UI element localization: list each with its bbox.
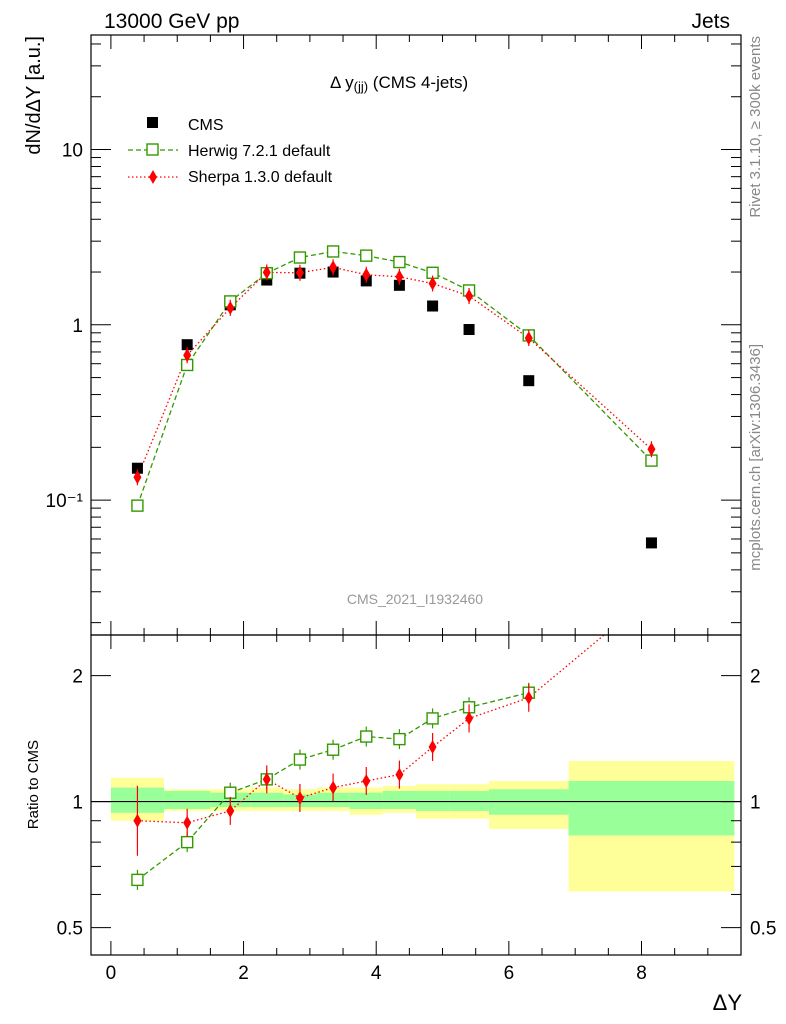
- x-tick-label: 6: [504, 963, 515, 984]
- ratio-sherpa-line: [137, 634, 605, 824]
- legend-herwig-label: Herwig 7.2.1 default: [188, 143, 331, 160]
- herwig-point: [326, 245, 340, 258]
- main-y-tick-label: 1: [72, 316, 83, 337]
- ratio-herwig-point: [180, 835, 194, 849]
- header-left: 13000 GeV pp: [104, 10, 239, 33]
- sherpa-point: [428, 276, 437, 291]
- ratio-y-tick-label-right: 0.5: [750, 919, 776, 940]
- herwig-point: [131, 499, 144, 512]
- ratio-y-tick-label-right: 1: [750, 793, 761, 814]
- x-tick-label: 0: [106, 963, 117, 984]
- cms-point: [131, 462, 143, 474]
- ratio-herwig-point: [393, 732, 406, 746]
- legend-sherpa-label: Sherpa 1.3.0 default: [188, 169, 333, 186]
- x-tick-label: 8: [636, 963, 647, 984]
- ratio-band-inner: [568, 780, 735, 836]
- ratio-series-group: [91, 634, 741, 890]
- axes-group: 0 2 4 6 8 10 1 10⁻¹ 2 2 1 1 0.5 0.5: [46, 34, 776, 984]
- sherpa-point: [329, 260, 338, 275]
- ratio-herwig-point: [326, 743, 340, 756]
- sherpa-point: [395, 269, 404, 284]
- ratio-sherpa-point: [133, 813, 142, 828]
- ratio-y-tick-label-left: 0.5: [57, 919, 83, 940]
- ratio-herwig-point: [293, 753, 307, 766]
- legend-cms-label: CMS: [188, 117, 224, 134]
- analysis-id: CMS_2021_I1932460: [347, 591, 483, 607]
- x-tick-label: 2: [238, 963, 249, 984]
- ratio-herwig-point: [360, 730, 373, 743]
- ratio-y-tick-label-left: 1: [72, 793, 83, 814]
- main-title: Δ y(jj) (CMS 4-jets): [330, 73, 468, 94]
- sherpa-point: [647, 442, 656, 457]
- x-tick-label: 4: [371, 963, 382, 984]
- legend-sherpa-marker: [149, 170, 157, 184]
- ratio-y-tick-label-left: 2: [72, 667, 83, 688]
- ratio-band-inner: [449, 790, 489, 811]
- cms-point: [427, 300, 439, 312]
- sherpa-point: [465, 288, 474, 303]
- sherpa-point: [362, 267, 371, 282]
- ratio-sherpa-point: [524, 690, 533, 705]
- cms-point: [181, 339, 193, 351]
- sherpa-line: [136, 266, 652, 478]
- rivet-label: Rivet 3.1.10, ≥ 300k events: [747, 36, 764, 218]
- herwig-point: [293, 251, 307, 264]
- herwig-line: [136, 250, 652, 506]
- ratio-sherpa-point: [262, 772, 271, 787]
- sherpa-point: [295, 265, 304, 280]
- ratio-sherpa-point: [329, 780, 338, 795]
- sherpa-point: [262, 265, 271, 280]
- ratio-herwig-point: [426, 712, 439, 725]
- ratio-sherpa-point: [295, 790, 304, 805]
- ratio-herwig-point: [131, 873, 144, 887]
- sherpa-point: [133, 470, 142, 485]
- herwig-point: [393, 255, 406, 269]
- ratio-sherpa-point: [183, 815, 192, 830]
- main-series-group: [131, 245, 658, 549]
- x-axis-title: ΔY: [713, 990, 743, 1015]
- cms-point: [645, 537, 657, 549]
- ratio-sherpa-point: [226, 803, 235, 818]
- header-right: Jets: [691, 10, 730, 33]
- main-y-tick-label: 10: [62, 141, 83, 162]
- sherpa-point: [226, 300, 235, 315]
- sherpa-point: [183, 348, 192, 363]
- ratio-herwig-point: [224, 786, 237, 799]
- ratio-band-inner: [349, 792, 383, 809]
- herwig-point: [360, 249, 373, 262]
- ratio-sherpa-point: [465, 711, 474, 726]
- main-ylabel: dN/dΔY [a.u.]: [23, 36, 45, 155]
- legend-cms-marker: [147, 117, 158, 128]
- mcplots-label: mcplots.cern.ch [arXiv:1306.3436]: [747, 344, 764, 571]
- legend: CMS Herwig 7.2.1 default Sherpa 1.3.0 de…: [128, 117, 333, 186]
- ratio-sherpa-point: [428, 740, 437, 755]
- cms-point: [393, 279, 405, 291]
- sherpa-point: [524, 331, 533, 346]
- ratio-band-inner: [250, 792, 284, 808]
- ratio-band-inner: [163, 790, 211, 809]
- ratio-sherpa-point: [395, 767, 404, 782]
- ratio-sherpa-point: [362, 773, 371, 788]
- ratio-band-inner: [416, 790, 450, 811]
- ratio-plot-frame: [90, 634, 742, 956]
- legend-herwig-marker: [146, 143, 159, 156]
- ratio-ylabel: Ratio to CMS: [25, 740, 42, 829]
- main-y-tick-label: 10⁻¹: [46, 491, 84, 512]
- ratio-y-tick-label-right: 2: [750, 667, 761, 688]
- cms-point: [523, 375, 535, 387]
- cms-point: [463, 324, 475, 336]
- ratio-error-bands: [110, 761, 735, 892]
- ratio-band-inner: [382, 790, 416, 809]
